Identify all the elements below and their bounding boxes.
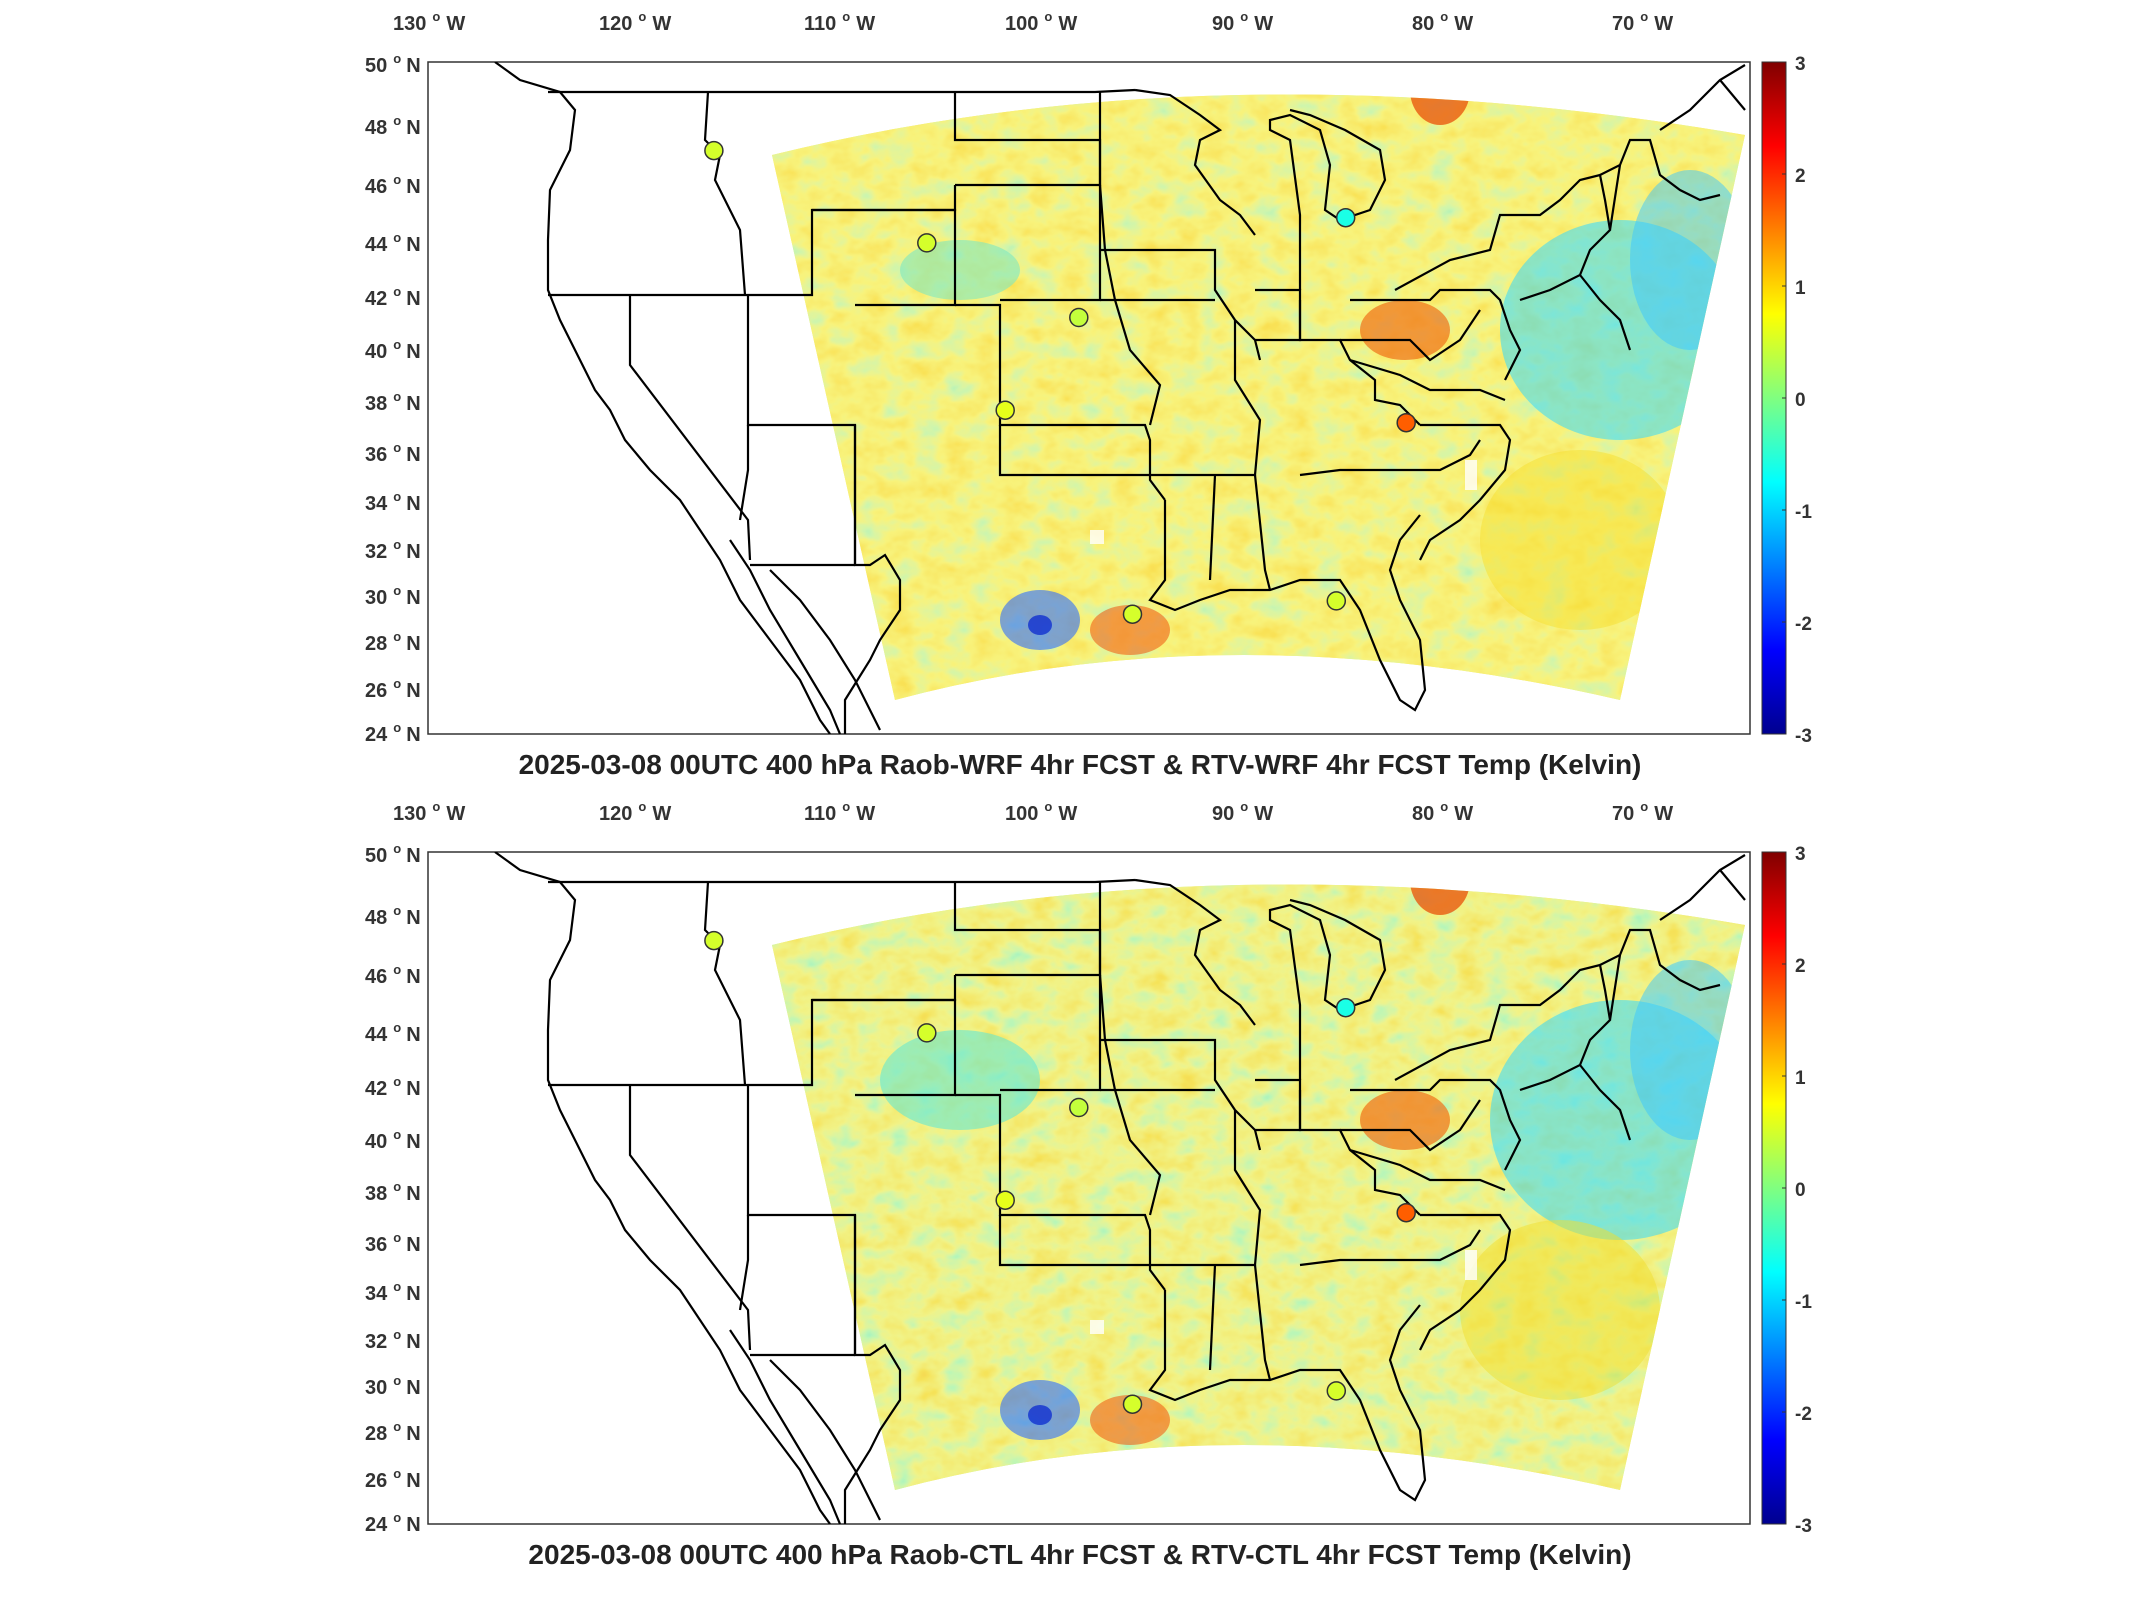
lat-tick-label: 50 o N xyxy=(365,51,421,77)
colorbar: 3 2 1 0 -1 -2 -3 xyxy=(1761,844,1812,1537)
colorbar-tick-label: 0 xyxy=(1795,390,1806,411)
station-marker xyxy=(704,930,724,951)
lon-tick-label: 120 o W xyxy=(599,9,671,35)
station-markers xyxy=(704,140,1416,624)
lat-tick-label: 24 o N xyxy=(365,720,421,746)
station-marker xyxy=(917,1023,937,1043)
station-marker xyxy=(1326,1381,1347,1401)
station-marker xyxy=(1069,1097,1089,1118)
lat-tick-label: 42 o N xyxy=(365,1074,421,1100)
map-figure: 130 o W 120 o W 110 o W 100 o W 90 o W 80 o W 70 o W 5… xyxy=(365,9,1812,780)
lat-tick-label: 26 o N xyxy=(365,676,421,702)
station-marker xyxy=(1122,604,1143,624)
station-marker xyxy=(1326,591,1347,611)
lat-tick-label: 36 o N xyxy=(365,440,421,466)
lon-tick-label: 130 o W xyxy=(393,799,465,825)
lat-tick-label: 38 o N xyxy=(365,1179,421,1205)
colorbar-tick-label: 3 xyxy=(1795,54,1806,75)
station-marker xyxy=(704,140,724,161)
station-marker xyxy=(995,1190,1015,1210)
station-marker xyxy=(1396,412,1416,433)
longitude-ticks: 130 o W 120 o W 110 o W 100 o W 90 o W 80 o W 70 o W xyxy=(393,9,1673,35)
lat-tick-label: 40 o N xyxy=(365,1127,421,1153)
lat-tick-label: 42 o N xyxy=(365,284,421,310)
lat-tick-label: 28 o N xyxy=(365,1419,421,1445)
colorbar-tick-label: 2 xyxy=(1795,956,1806,977)
lat-tick-label: 26 o N xyxy=(365,1466,421,1492)
lat-tick-label: 28 o N xyxy=(365,629,421,655)
station-marker xyxy=(1396,1202,1416,1223)
map-title: 2025-03-08 00UTC 400 hPa Raob-WRF 4hr FC… xyxy=(519,749,1642,780)
colorbar-tick-label: -3 xyxy=(1795,1516,1812,1537)
lat-tick-label: 36 o N xyxy=(365,1230,421,1256)
map-panel-raob-wrf: 130 o W 120 o W 110 o W 100 o W 90 o W 80 o W 70 o W 5… xyxy=(365,9,1812,780)
colorbar-tick-label: -1 xyxy=(1795,1292,1812,1313)
station-marker xyxy=(1122,1394,1143,1414)
station-marker xyxy=(995,400,1015,420)
map-panel-raob-ctl: 130 o W 120 o W 110 o W 100 o W 90 o W 80 o W 70 o W 5… xyxy=(0,790,2133,1590)
lat-tick-label: 38 o N xyxy=(365,389,421,415)
lon-tick-label: 100 o W xyxy=(1005,799,1077,825)
lat-tick-label: 32 o N xyxy=(365,537,421,563)
lon-tick-label: 90 o W xyxy=(1212,9,1273,35)
lat-tick-label: 46 o N xyxy=(365,172,421,198)
latitude-ticks: 50 o N 48 o N 46 o N 44 o N 42 o N 40 o N 38 o N 36 o N … xyxy=(365,841,421,1536)
lat-tick-label: 44 o N xyxy=(365,1020,421,1046)
map-title: 2025-03-08 00UTC 400 hPa Raob-CTL 4hr FC… xyxy=(528,1539,1631,1570)
lat-tick-label: 34 o N xyxy=(365,1279,421,1305)
longitude-ticks: 130 o W 120 o W 110 o W 100 o W 90 o W 80 o W 70 o W xyxy=(393,799,1673,825)
lat-tick-label: 34 o N xyxy=(365,489,421,515)
lon-tick-label: 80 o W xyxy=(1412,799,1473,825)
colorbar-tick-label: -1 xyxy=(1795,502,1812,523)
station-marker xyxy=(1335,207,1356,228)
lat-tick-label: 30 o N xyxy=(365,583,421,609)
colorbar-tick-label: 3 xyxy=(1795,844,1806,865)
lon-tick-label: 90 o W xyxy=(1212,799,1273,825)
lat-tick-label: 40 o N xyxy=(365,337,421,363)
lat-tick-label: 24 o N xyxy=(365,1510,421,1536)
lat-tick-label: 48 o N xyxy=(365,903,421,929)
gridded-field xyxy=(772,94,1745,700)
colorbar-tick-label: -3 xyxy=(1795,726,1812,747)
lon-tick-label: 100 o W xyxy=(1005,9,1077,35)
colorbar-tick-label: -2 xyxy=(1795,1404,1812,1425)
map-figure: 130 o W 120 o W 110 o W 100 o W 90 o W 80 o W 70 o W 5… xyxy=(365,799,1812,1570)
lat-tick-label: 48 o N xyxy=(365,113,421,139)
lon-tick-label: 80 o W xyxy=(1412,9,1473,35)
station-markers xyxy=(704,930,1416,1414)
lat-tick-label: 46 o N xyxy=(365,962,421,988)
lat-tick-label: 30 o N xyxy=(365,1373,421,1399)
lon-tick-label: 110 o W xyxy=(804,9,875,35)
colorbar: 3 2 1 0 -1 -2 -3 xyxy=(1761,54,1812,747)
gridded-field xyxy=(772,884,1745,1490)
lat-tick-label: 32 o N xyxy=(365,1327,421,1353)
lat-tick-label: 44 o N xyxy=(365,230,421,256)
lat-tick-label: 50 o N xyxy=(365,841,421,867)
lon-tick-label: 120 o W xyxy=(599,799,671,825)
colorbar-tick-label: 2 xyxy=(1795,166,1806,187)
lon-tick-label: 130 o W xyxy=(393,9,465,35)
lon-tick-label: 110 o W xyxy=(804,799,875,825)
coastlines-and-borders xyxy=(494,852,1746,1524)
latitude-ticks: 50 o N 48 o N 46 o N 44 o N 42 o N 40 o N 38 o N 36 o N … xyxy=(365,51,421,746)
colorbar-tick-label: -2 xyxy=(1795,614,1812,635)
station-marker xyxy=(1335,997,1356,1018)
station-marker xyxy=(1069,307,1089,328)
colorbar-tick-label: 1 xyxy=(1795,278,1806,299)
colorbar-tick-label: 1 xyxy=(1795,1068,1806,1089)
colorbar-tick-label: 0 xyxy=(1795,1180,1806,1201)
lon-tick-label: 70 o W xyxy=(1612,9,1673,35)
station-marker xyxy=(917,233,937,253)
lon-tick-label: 70 o W xyxy=(1612,799,1673,825)
coastlines-and-borders xyxy=(494,62,1746,734)
